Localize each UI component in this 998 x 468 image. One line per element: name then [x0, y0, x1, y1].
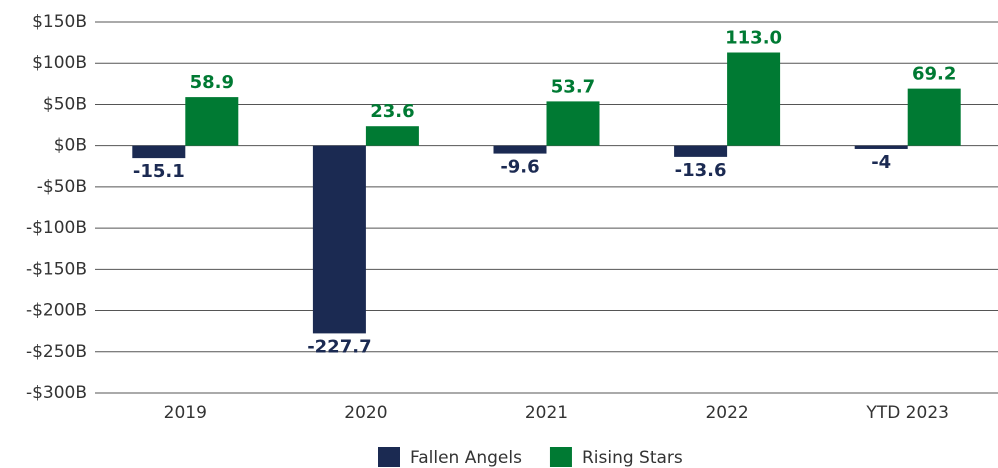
x-tick-label: 2022 — [705, 403, 748, 423]
bar — [365, 126, 419, 146]
bar — [907, 88, 961, 146]
legend-label: Fallen Angels — [410, 448, 522, 468]
bar — [674, 145, 728, 157]
data-label: 23.6 — [370, 101, 414, 122]
legend-swatch — [549, 447, 572, 467]
bar — [132, 145, 186, 159]
x-tick-label: 2019 — [164, 403, 207, 423]
legend-swatch — [378, 447, 400, 467]
x-tick-label: 2020 — [344, 403, 387, 423]
data-label: -13.6 — [675, 160, 727, 181]
data-label: 113.0 — [725, 28, 782, 49]
y-tick-label: -$50B — [37, 177, 87, 197]
x-tick-label: YTD 2023 — [865, 403, 949, 423]
y-tick-label: $0B — [54, 136, 87, 156]
bar — [546, 101, 600, 146]
bar — [727, 52, 781, 146]
y-tick-label: -$250B — [26, 342, 87, 362]
y-tick-label: -$200B — [26, 301, 87, 321]
y-tick-label: $150B — [32, 12, 87, 32]
bar — [312, 145, 366, 334]
y-tick-label: $100B — [32, 53, 87, 73]
legend-label: Rising Stars — [582, 448, 683, 468]
bar — [854, 145, 908, 149]
bar — [185, 97, 239, 146]
y-tick-label: -$300B — [26, 383, 87, 403]
data-label: 53.7 — [551, 76, 595, 97]
data-label: -4 — [871, 152, 891, 173]
x-tick-label: 2021 — [525, 403, 568, 423]
data-label: -15.1 — [133, 161, 185, 182]
y-tick-label: -$100B — [26, 218, 87, 238]
bar — [493, 145, 547, 154]
data-label: -227.7 — [307, 336, 371, 357]
y-tick-label: $50B — [43, 94, 87, 114]
data-label: 58.9 — [190, 72, 234, 93]
data-label: 69.2 — [912, 64, 956, 85]
data-label: -9.6 — [500, 157, 539, 178]
y-tick-label: -$150B — [26, 259, 87, 279]
